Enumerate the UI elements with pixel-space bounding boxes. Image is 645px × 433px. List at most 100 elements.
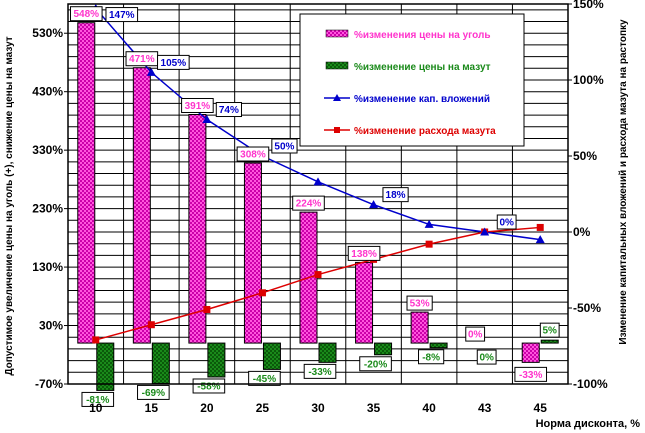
point-fuel xyxy=(147,321,155,329)
bar-coal xyxy=(188,113,207,344)
lines xyxy=(91,4,545,344)
data-label-coal: 548% xyxy=(73,9,99,20)
tick-label-left: -70% xyxy=(35,377,63,391)
point-fuel xyxy=(258,289,266,297)
point-fuel xyxy=(425,240,433,248)
data-label-capex-box xyxy=(157,54,190,70)
tick-label-x: 45 xyxy=(534,401,548,415)
tick-label-x: 25 xyxy=(256,401,270,415)
data-label-mazut: -8% xyxy=(422,352,440,363)
data-label-coal: 224% xyxy=(296,199,322,210)
bar-mazut xyxy=(262,342,281,370)
bar-coal xyxy=(243,162,262,344)
data-label-coal-box xyxy=(69,6,103,22)
tick-label-left: 230% xyxy=(32,202,63,216)
data-label-coal-box xyxy=(465,326,486,342)
data-label-mazut: -69% xyxy=(142,388,165,399)
point-capex xyxy=(535,235,545,244)
legend-swatch xyxy=(325,29,349,38)
data-label-capex: 0% xyxy=(499,218,514,229)
point-fuel xyxy=(536,223,544,231)
data-label-mazut: -81% xyxy=(86,395,109,406)
tick-label-left: 530% xyxy=(32,26,63,40)
data-label-capex-box xyxy=(382,187,409,203)
point-capex xyxy=(313,177,323,186)
axes: -70%30%130%230%330%430%530%-100%-50%0%50… xyxy=(32,0,608,415)
data-label-mazut-box xyxy=(137,384,170,400)
tick-label-x: 20 xyxy=(200,401,214,415)
data-label-capex: 105% xyxy=(161,58,187,69)
bar-coal xyxy=(132,67,151,344)
data-label-mazut: 0% xyxy=(479,353,494,364)
data-label-mazut-box xyxy=(248,370,281,386)
legend-label: %изменение расхода мазута xyxy=(354,126,496,137)
data-label-mazut: -45% xyxy=(253,374,276,385)
bar-mazut xyxy=(374,342,393,356)
data-labels: 548% -81% 147% 471% -69% 105% 391% -58% 74% 308% -… xyxy=(69,6,560,407)
tick-label-x: 43 xyxy=(478,401,492,415)
data-label-coal: -33% xyxy=(519,370,542,381)
data-label-coal: 53% xyxy=(410,299,430,310)
data-label-coal-box xyxy=(292,195,325,211)
point-capex xyxy=(424,219,434,228)
tick-label-right: 0% xyxy=(573,225,591,239)
data-label-capex: 147% xyxy=(109,10,135,21)
data-label-coal: 471% xyxy=(129,54,155,65)
point-fuel xyxy=(203,306,211,314)
bar-mazut xyxy=(540,339,559,344)
data-label-coal: 391% xyxy=(185,101,211,112)
tick-label-right: 100% xyxy=(573,73,604,87)
x-axis-label: Норма дисконта, % xyxy=(536,418,641,430)
bar-coal xyxy=(355,261,374,344)
legend-label: %изменения цены на уголь xyxy=(354,30,491,41)
bar-mazut xyxy=(207,342,226,378)
tick-label-x: 15 xyxy=(145,401,159,415)
bar-mazut xyxy=(151,342,170,384)
tick-label-right: -50% xyxy=(573,301,601,315)
data-label-coal-box xyxy=(406,295,433,311)
bar-coal xyxy=(77,22,96,344)
data-label-capex-box xyxy=(105,7,139,23)
tick-label-left: 330% xyxy=(32,143,63,157)
tick-label-right: 150% xyxy=(573,0,604,11)
data-label-mazut-box xyxy=(359,356,392,372)
data-label-capex-box xyxy=(215,102,242,118)
legend-swatch xyxy=(325,61,349,70)
point-capex xyxy=(146,67,156,76)
point-fuel xyxy=(92,336,100,344)
bar-coal xyxy=(410,311,429,344)
tick-label-right: -100% xyxy=(573,377,608,391)
data-label-mazut: -20% xyxy=(364,359,387,370)
y-axis-label-right: Изменение капитальных вложений и расхода… xyxy=(618,19,629,345)
point-capex xyxy=(202,115,212,124)
data-label-capex-box xyxy=(496,214,517,230)
data-label-mazut-box xyxy=(539,322,560,338)
tick-label-x: 40 xyxy=(422,401,436,415)
data-label-coal-box xyxy=(236,146,270,162)
tick-label-right: 50% xyxy=(573,149,597,163)
bar-coal xyxy=(521,342,540,363)
data-label-coal: 308% xyxy=(240,150,266,161)
plot-border xyxy=(67,3,569,385)
tick-label-x: 30 xyxy=(311,401,325,415)
data-label-coal-box xyxy=(514,366,548,382)
data-label-mazut: 5% xyxy=(542,326,557,337)
bar-mazut xyxy=(318,342,337,363)
tick-label-x: 10 xyxy=(89,401,103,415)
data-label-coal-box xyxy=(181,97,214,113)
data-label-mazut-box xyxy=(418,349,445,365)
data-label-mazut: -58% xyxy=(197,381,220,392)
bar-mazut xyxy=(429,342,448,349)
data-label-capex: 74% xyxy=(219,105,239,116)
data-label-mazut: -33% xyxy=(308,367,331,378)
legend: %изменения цены на уголь %изменение цены … xyxy=(299,13,525,147)
tick-label-x: 35 xyxy=(367,401,381,415)
legend-label: %изменение цены на мазут xyxy=(354,62,491,73)
data-label-mazut-box xyxy=(81,391,115,407)
legend-label: %изменение кап. вложений xyxy=(354,94,490,105)
data-label-capex: 18% xyxy=(386,190,406,201)
data-label-mazut-box xyxy=(476,349,497,365)
point-fuel xyxy=(314,271,322,279)
point-capex xyxy=(480,227,490,236)
